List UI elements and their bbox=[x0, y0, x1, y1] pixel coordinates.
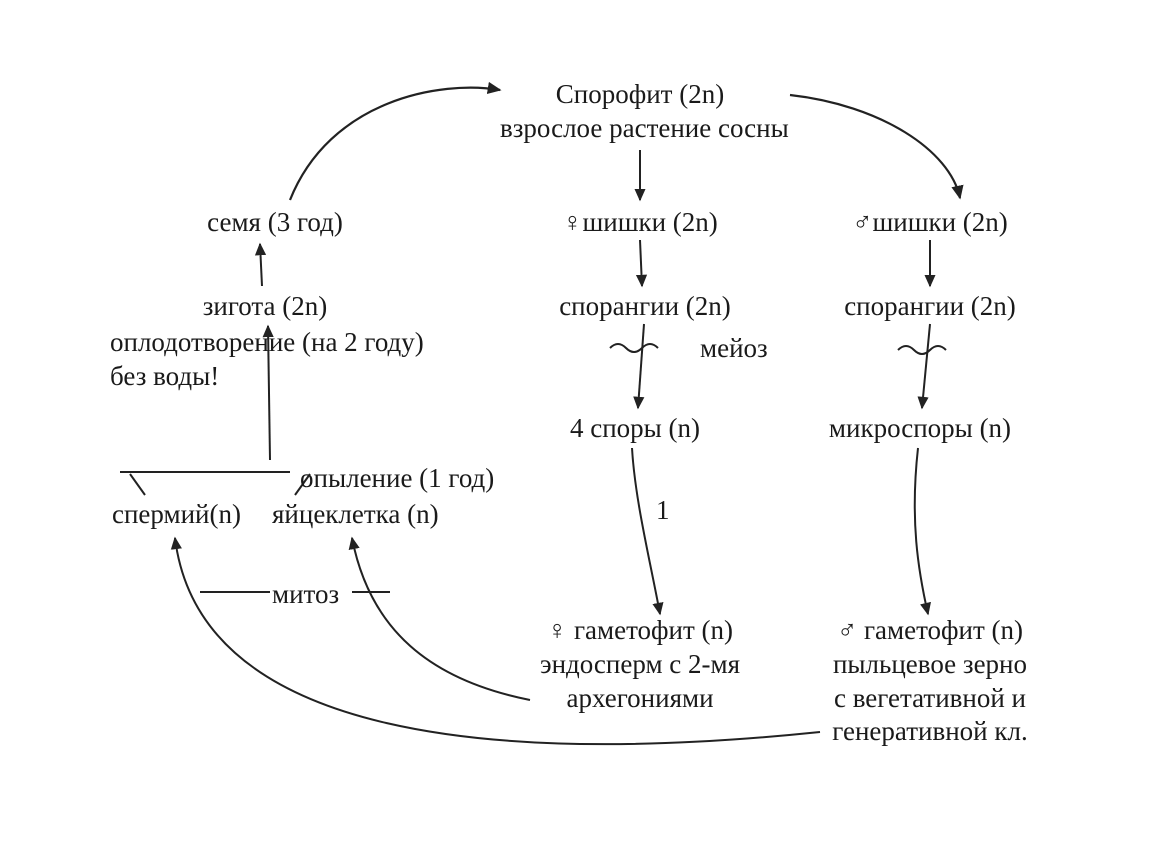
node-female-cones: ♀шишки (2n) bbox=[550, 206, 730, 240]
node-pollination: опыление (1 год) bbox=[300, 462, 494, 496]
node-fertilization: оплодотворение (на 2 году) без воды! bbox=[110, 326, 470, 394]
node-male-gametophyte: ♂ гаметофит (n) пыльцевое зерно с вегета… bbox=[810, 614, 1050, 749]
label-one-spore: 1 bbox=[656, 494, 670, 528]
fert-line2: без воды! bbox=[110, 360, 470, 394]
node-microspores: микроспоры (n) bbox=[810, 412, 1030, 446]
node-four-spores: 4 споры (n) bbox=[555, 412, 715, 446]
node-zygote: зигота (2n) bbox=[175, 290, 355, 324]
node-sporophyte: Спорофит (2n) взрослое растение сосны bbox=[500, 78, 780, 146]
node-male-cones: ♂шишки (2n) bbox=[840, 206, 1020, 240]
mg-line1: ♂ гаметофит (n) bbox=[810, 614, 1050, 648]
node-sperm: спермий(n) bbox=[112, 498, 241, 532]
mg-line4: генеративной кл. bbox=[810, 715, 1050, 749]
label-mitosis: митоз bbox=[272, 578, 339, 612]
label-meiosis: мейоз bbox=[700, 332, 768, 366]
fg-line3: архегониями bbox=[520, 682, 760, 716]
sporophyte-title: Спорофит (2n) bbox=[500, 78, 780, 112]
fg-line2: эндосперм с 2-мя bbox=[520, 648, 760, 682]
node-sporangia-f: спорангии (2n) bbox=[540, 290, 750, 324]
sporophyte-sub: взрослое растение сосны bbox=[500, 112, 780, 146]
mg-line2: пыльцевое зерно bbox=[810, 648, 1050, 682]
fg-line1: ♀ гаметофит (n) bbox=[520, 614, 760, 648]
mg-line3: с вегетативной и bbox=[810, 682, 1050, 716]
node-seed: семя (3 год) bbox=[185, 206, 365, 240]
node-egg: яйцеклетка (n) bbox=[272, 498, 439, 532]
diagram-stage: Спорофит (2n) взрослое растение сосны ♀ш… bbox=[0, 0, 1175, 855]
node-female-gametophyte: ♀ гаметофит (n) эндосперм с 2-мя архегон… bbox=[520, 614, 760, 715]
fert-line1: оплодотворение (на 2 году) bbox=[110, 326, 470, 360]
node-sporangia-m: спорангии (2n) bbox=[825, 290, 1035, 324]
